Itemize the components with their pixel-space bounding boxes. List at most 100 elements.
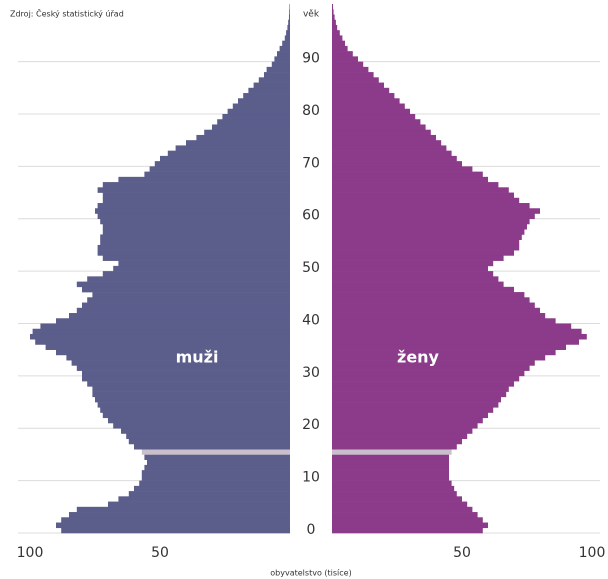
bar — [286, 30, 290, 36]
bar — [332, 155, 457, 162]
bar — [113, 265, 290, 272]
bar — [30, 333, 290, 340]
bar — [332, 370, 525, 377]
bar — [154, 161, 290, 167]
bar — [332, 402, 499, 408]
bar — [332, 454, 449, 460]
bar — [139, 480, 290, 487]
bar — [95, 208, 290, 214]
bar — [332, 182, 499, 188]
bar — [332, 119, 421, 125]
bar — [71, 360, 290, 366]
bar — [289, 9, 290, 15]
bar — [56, 318, 290, 324]
bar — [87, 297, 290, 303]
bar — [100, 218, 290, 225]
bar — [332, 213, 535, 220]
bar — [332, 61, 364, 68]
bar — [332, 98, 400, 104]
bar — [332, 265, 488, 272]
bar — [332, 14, 335, 21]
bar — [76, 307, 290, 314]
bar — [82, 302, 290, 309]
bar — [66, 354, 291, 361]
bar — [332, 45, 348, 52]
bar — [332, 161, 462, 167]
bar — [102, 229, 290, 235]
bar — [118, 176, 291, 183]
y-axis-label: věk — [303, 10, 320, 20]
bar — [332, 134, 436, 141]
bar — [332, 423, 478, 429]
bar — [113, 423, 290, 429]
bar — [332, 297, 530, 303]
bar — [288, 19, 290, 26]
bar — [118, 496, 291, 502]
bar — [332, 360, 535, 366]
bar — [144, 171, 290, 178]
bar — [332, 171, 483, 178]
bar — [121, 428, 290, 434]
bar — [332, 323, 572, 330]
bar — [92, 391, 291, 398]
bar — [332, 234, 522, 240]
bar — [332, 223, 527, 230]
source: Zdroj: Český statistický úřad — [10, 8, 124, 19]
bar — [243, 93, 290, 99]
bar — [332, 470, 449, 476]
bar — [134, 443, 290, 450]
bar — [287, 24, 290, 31]
bar — [204, 129, 290, 136]
bar — [332, 354, 546, 361]
bar — [332, 464, 449, 471]
bar — [288, 14, 290, 21]
bar — [332, 438, 462, 445]
bar — [82, 375, 290, 382]
bar — [56, 349, 290, 356]
bar — [332, 396, 501, 403]
bar — [332, 229, 525, 235]
bar — [332, 203, 530, 209]
bar — [248, 87, 290, 94]
bar — [40, 323, 291, 330]
bar — [102, 412, 290, 419]
y-tick-label: 20 — [302, 417, 320, 433]
bar — [332, 522, 488, 529]
bar — [332, 40, 345, 47]
bar — [149, 166, 290, 172]
bar — [332, 417, 483, 424]
bar — [100, 234, 290, 240]
bar — [332, 19, 336, 26]
bar — [97, 402, 290, 408]
y-tick-label: 0 — [307, 522, 316, 538]
bar — [332, 313, 546, 319]
bar — [332, 381, 514, 387]
bar — [102, 223, 290, 230]
bar — [332, 93, 395, 99]
bar — [289, 4, 290, 10]
bar — [332, 140, 442, 146]
bar — [279, 45, 290, 52]
bar — [332, 276, 499, 282]
bar — [332, 433, 468, 440]
bar — [332, 166, 473, 172]
bar — [332, 51, 353, 57]
y-tick-label: 40 — [302, 312, 320, 328]
bar — [97, 187, 290, 193]
bar — [284, 35, 290, 41]
bar — [277, 51, 290, 57]
bar — [332, 150, 452, 157]
bar — [332, 176, 488, 183]
bar — [332, 349, 556, 356]
bar — [141, 449, 290, 455]
bar — [82, 370, 290, 377]
bar — [76, 281, 290, 288]
bar — [332, 187, 509, 193]
bar — [332, 87, 390, 94]
bar — [97, 244, 290, 251]
bar — [332, 307, 540, 314]
bar — [35, 339, 291, 345]
bar — [332, 250, 514, 256]
bar — [102, 182, 290, 188]
bar — [332, 218, 530, 225]
